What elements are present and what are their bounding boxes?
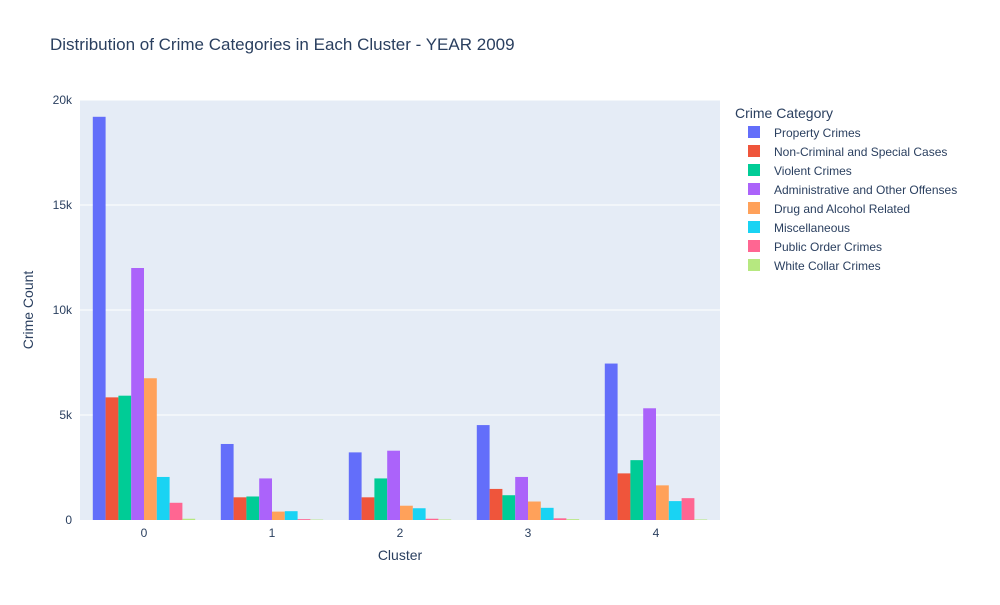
bar [221, 444, 234, 520]
bar [93, 117, 106, 520]
bar [490, 489, 503, 520]
x-tick-label: 2 [397, 526, 404, 540]
bar [170, 503, 183, 520]
x-tick-label: 3 [525, 526, 532, 540]
y-axis-label: Crime Count [20, 271, 36, 350]
x-tick-label: 1 [269, 526, 276, 540]
legend-swatch[interactable] [748, 259, 760, 271]
bar [669, 501, 682, 520]
legend-label[interactable]: Property Crimes [774, 126, 861, 140]
bar [413, 508, 426, 520]
bar [426, 519, 439, 520]
y-axis-ticks: 0 5k 10k 15k 20k [53, 93, 73, 527]
bar [157, 477, 170, 520]
legend-swatch[interactable] [748, 240, 760, 252]
bar [656, 485, 669, 520]
bar [182, 519, 195, 520]
bar [131, 268, 144, 520]
legend-items: Property Crimes Non-Criminal and Special … [748, 126, 957, 273]
bar [477, 425, 490, 520]
legend-label[interactable]: Drug and Alcohol Related [774, 202, 910, 216]
bar [298, 519, 311, 520]
chart-title: Distribution of Crime Categories in Each… [50, 35, 515, 54]
y-tick-label: 10k [53, 303, 73, 317]
bar [246, 496, 259, 520]
bar [259, 478, 272, 520]
bar [387, 451, 400, 520]
bar [400, 506, 413, 520]
x-axis-ticks: 0 1 2 3 4 [141, 526, 660, 540]
x-tick-label: 0 [141, 526, 148, 540]
bar [643, 408, 656, 520]
bar [272, 512, 285, 520]
bar [106, 397, 119, 520]
legend-label[interactable]: Administrative and Other Offenses [774, 183, 957, 197]
legend-swatch[interactable] [748, 126, 760, 138]
bar [566, 519, 579, 520]
legend-label[interactable]: White Collar Crimes [774, 259, 881, 273]
bar [234, 497, 247, 520]
bar [362, 497, 375, 520]
legend: Crime Category Property Crimes Non-Crimin… [735, 105, 957, 273]
y-tick-label: 5k [59, 408, 73, 422]
legend-swatch[interactable] [748, 183, 760, 195]
legend-swatch[interactable] [748, 221, 760, 233]
x-tick-label: 4 [653, 526, 660, 540]
legend-swatch[interactable] [748, 202, 760, 214]
bar [554, 518, 567, 520]
bar [374, 478, 387, 520]
bar [438, 519, 451, 520]
legend-label[interactable]: Non-Criminal and Special Cases [774, 145, 947, 159]
bar [682, 498, 695, 520]
bar [605, 364, 618, 520]
legend-swatch[interactable] [748, 164, 760, 176]
bar [515, 477, 528, 520]
bar [528, 502, 541, 520]
y-tick-label: 20k [53, 93, 73, 107]
bar [144, 378, 157, 520]
legend-title: Crime Category [735, 105, 833, 121]
bar [541, 508, 554, 520]
bar [285, 511, 298, 520]
legend-label[interactable]: Violent Crimes [774, 164, 852, 178]
legend-swatch[interactable] [748, 145, 760, 157]
bar [349, 452, 362, 520]
bar [502, 495, 515, 520]
y-tick-label: 0 [65, 513, 72, 527]
bar [694, 519, 707, 520]
bar [618, 473, 631, 520]
x-axis-label: Cluster [378, 547, 423, 563]
y-tick-label: 15k [53, 198, 73, 212]
legend-label[interactable]: Miscellaneous [774, 221, 850, 235]
bar [630, 460, 643, 520]
bar [118, 396, 131, 520]
legend-label[interactable]: Public Order Crimes [774, 240, 882, 254]
